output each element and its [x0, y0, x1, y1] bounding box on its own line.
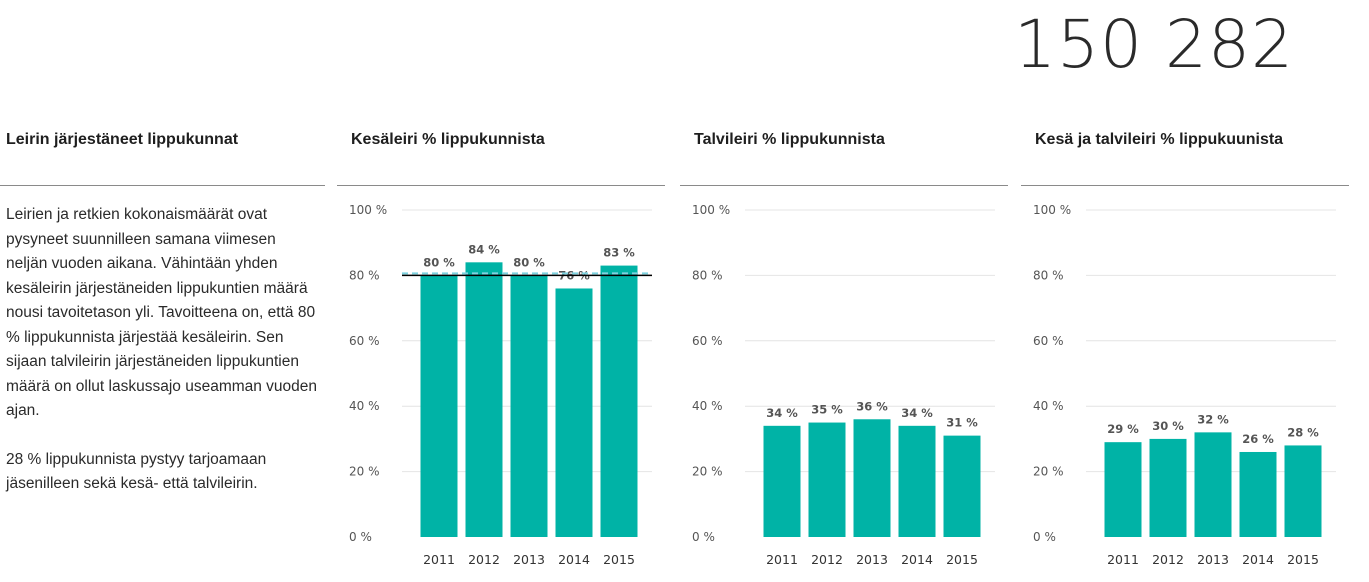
x-tick-label: 2011 [1107, 552, 1139, 567]
data-label: 32 % [1197, 412, 1229, 426]
chart-panel-summer: Kesäleiri % lippukunnista 0 % 20 % 40 % 60 … [337, 0, 667, 582]
chart-divider-both [1021, 185, 1349, 186]
x-tick-label: 2015 [1287, 552, 1319, 567]
x-tick-label: 2012 [468, 552, 500, 567]
y-tick-label: 40 % [349, 399, 380, 413]
chart-panel-both: Kesä ja talvileiri % lippukuunista 0 % 20… [1021, 0, 1351, 582]
bar-2012 [808, 422, 846, 537]
x-tick-label: 2013 [513, 552, 545, 567]
bar-2011 [420, 275, 458, 537]
chart-divider-winter [680, 185, 1008, 186]
chart-panel-winter: Talvileiri % lippukunnista 0 % 20 % 40 % 60… [680, 0, 1010, 582]
y-tick-label: 0 % [1033, 530, 1056, 544]
data-label: 80 % [423, 255, 455, 269]
bar-2011 [763, 425, 801, 537]
data-label: 84 % [468, 242, 500, 256]
chart-title-summer: Kesäleiri % lippukunnista [351, 131, 545, 148]
data-label: 30 % [1152, 419, 1184, 433]
chart-winter: 0 % 20 % 40 % 60 % 80 % 100 % 34 % 2011 35 % 2012… [692, 203, 995, 567]
intro-heading: Leirin järjestäneet lippukunnat [6, 131, 239, 148]
bar-2013 [1194, 432, 1232, 537]
data-label: 28 % [1287, 425, 1319, 439]
y-tick-label: 0 % [692, 530, 715, 544]
x-tick-label: 2011 [766, 552, 798, 567]
data-label: 34 % [901, 406, 933, 420]
intro-paragraph-2: 28 % lippukunnista pystyy tarjoamaan jäs… [6, 450, 267, 493]
y-tick-label: 100 % [692, 203, 730, 217]
intro-paragraph-1: Leirien ja retkien kokonaismäärät ovat p… [6, 206, 318, 419]
data-label: 31 % [946, 416, 978, 430]
bar-2014 [898, 425, 936, 537]
x-tick-label: 2012 [811, 552, 843, 567]
data-label: 36 % [856, 399, 888, 413]
y-tick-label: 40 % [692, 399, 723, 413]
bar-2015 [600, 265, 638, 537]
x-tick-label: 2014 [558, 552, 590, 567]
y-tick-label: 60 % [1033, 334, 1064, 348]
y-tick-label: 20 % [1033, 465, 1064, 479]
x-tick-label: 2011 [423, 552, 455, 567]
chart-both: 0 % 20 % 40 % 60 % 80 % 100 % 29 % 2011 30 % 2012… [1033, 203, 1336, 567]
intro-divider [0, 185, 325, 186]
y-tick-label: 20 % [692, 465, 723, 479]
x-tick-label: 2012 [1152, 552, 1184, 567]
y-tick-label: 80 % [349, 268, 380, 282]
chart-summer: 0 % 20 % 40 % 60 % 80 % 100 % 80 % 2011 84 % 2012… [349, 203, 652, 567]
chart-title-winter: Talvileiri % lippukunnista [694, 131, 885, 148]
x-tick-label: 2015 [946, 552, 978, 567]
data-label: 80 % [513, 255, 545, 269]
data-label: 34 % [766, 406, 798, 420]
headline-number: 150 282 [1014, 6, 1294, 83]
x-tick-label: 2014 [1242, 552, 1274, 567]
x-tick-label: 2013 [856, 552, 888, 567]
bar-2014 [1239, 451, 1277, 537]
data-label: 35 % [811, 403, 843, 417]
x-tick-label: 2013 [1197, 552, 1229, 567]
bar-2015 [1284, 445, 1322, 537]
y-tick-label: 20 % [349, 465, 380, 479]
x-tick-label: 2015 [603, 552, 635, 567]
y-tick-label: 40 % [1033, 399, 1064, 413]
bar-2012 [1149, 438, 1187, 537]
chart-divider-summer [337, 185, 665, 186]
chart-title-both: Kesä ja talvileiri % lippukuunista [1035, 131, 1284, 148]
data-label: 29 % [1107, 422, 1139, 436]
bar-2011 [1104, 442, 1142, 537]
bar-2012 [465, 262, 503, 537]
y-tick-label: 0 % [349, 530, 372, 544]
y-tick-label: 80 % [692, 268, 723, 282]
bar-2014 [555, 288, 593, 537]
data-label: 26 % [1242, 432, 1274, 446]
y-tick-label: 100 % [1033, 203, 1071, 217]
intro-body: Leirien ja retkien kokonaismäärät ovat p… [6, 203, 321, 521]
y-tick-label: 80 % [1033, 268, 1064, 282]
bar-2015 [943, 435, 981, 537]
x-tick-label: 2014 [901, 552, 933, 567]
y-tick-label: 100 % [349, 203, 387, 217]
y-tick-label: 60 % [692, 334, 723, 348]
bar-2013 [510, 275, 548, 537]
bar-2013 [853, 419, 891, 537]
y-tick-label: 60 % [349, 334, 380, 348]
data-label: 83 % [603, 246, 635, 260]
